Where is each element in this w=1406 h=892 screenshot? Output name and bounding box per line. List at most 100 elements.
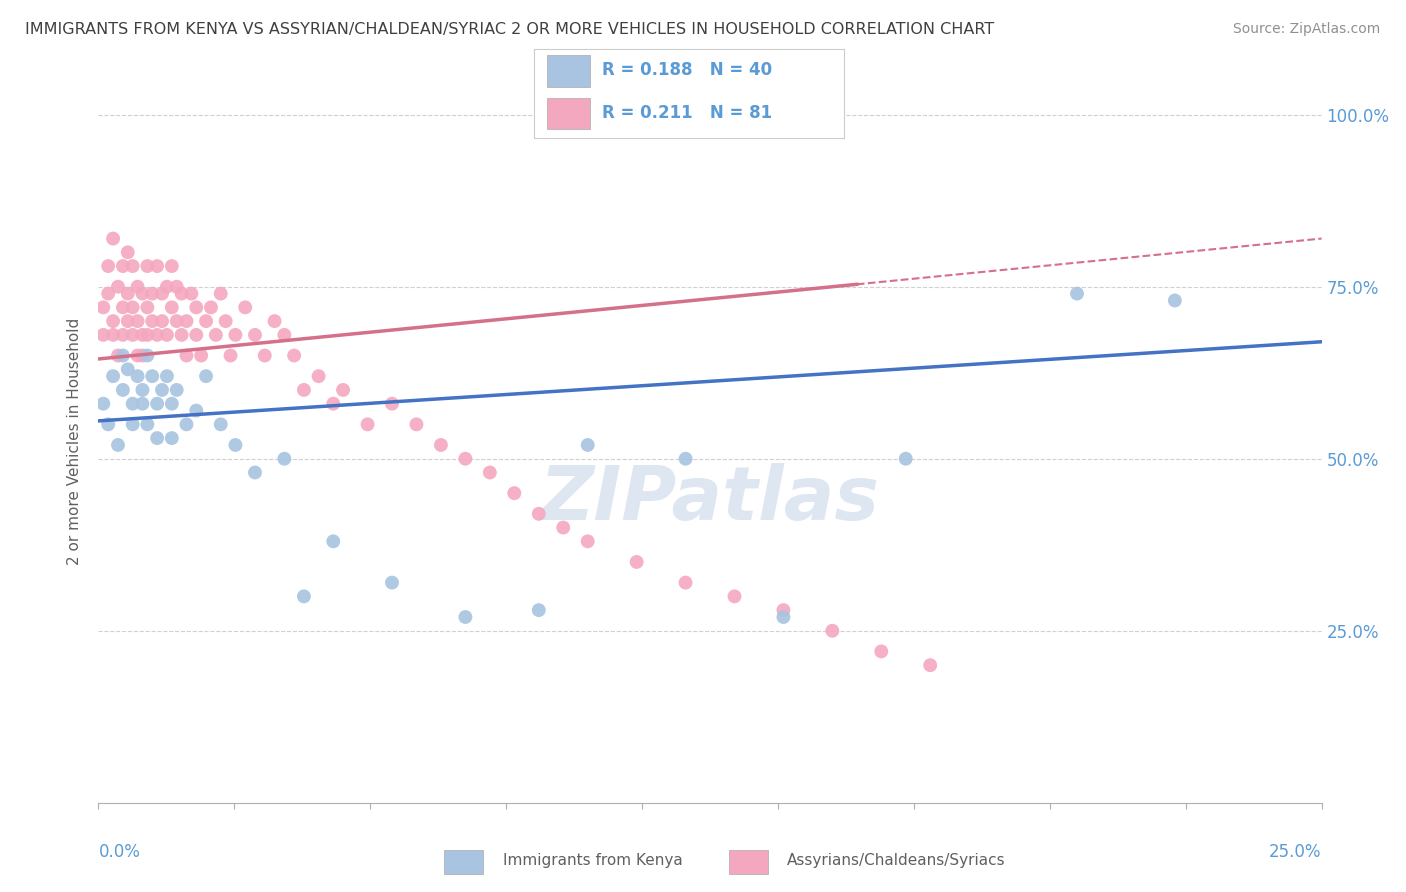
Text: R = 0.188   N = 40: R = 0.188 N = 40 — [602, 62, 772, 79]
Point — [166, 279, 188, 293]
Point — [146, 327, 169, 342]
Point — [160, 431, 183, 445]
Point — [131, 349, 153, 363]
Text: 0.0%: 0.0% — [98, 843, 141, 861]
Point — [117, 314, 139, 328]
Point — [91, 301, 114, 315]
Point — [150, 383, 173, 397]
Point — [101, 314, 124, 328]
Point — [160, 301, 183, 315]
Point — [190, 349, 212, 363]
Point — [870, 644, 893, 658]
Point — [150, 286, 173, 301]
Point — [233, 301, 256, 315]
Point — [160, 397, 183, 411]
Point — [176, 417, 198, 432]
Point — [176, 349, 198, 363]
Point — [127, 314, 149, 328]
Point — [117, 245, 139, 260]
Point — [186, 403, 208, 417]
Point — [121, 327, 143, 342]
Point — [576, 534, 599, 549]
Point — [292, 383, 315, 397]
Point — [322, 534, 344, 549]
Point — [107, 438, 129, 452]
Point — [209, 286, 232, 301]
Point — [263, 314, 285, 328]
Point — [121, 397, 143, 411]
Point — [136, 327, 159, 342]
Point — [141, 286, 163, 301]
Point — [454, 610, 477, 624]
Point — [97, 417, 120, 432]
Point — [214, 314, 236, 328]
Point — [111, 301, 134, 315]
Point — [224, 438, 246, 452]
Point — [180, 286, 202, 301]
Point — [381, 575, 404, 590]
Point — [478, 466, 501, 480]
Point — [156, 279, 179, 293]
Point — [91, 397, 114, 411]
Point — [117, 362, 139, 376]
FancyBboxPatch shape — [547, 98, 591, 129]
Point — [772, 610, 794, 624]
Point — [121, 259, 143, 273]
Text: ZIPatlas: ZIPatlas — [540, 463, 880, 536]
Text: Immigrants from Kenya: Immigrants from Kenya — [502, 854, 682, 868]
Point — [186, 327, 208, 342]
Point — [111, 383, 134, 397]
Point — [131, 327, 153, 342]
Point — [243, 466, 266, 480]
Point — [136, 301, 159, 315]
Point — [146, 431, 169, 445]
Point — [156, 369, 179, 384]
Point — [97, 259, 120, 273]
FancyBboxPatch shape — [444, 849, 484, 874]
Point — [224, 327, 246, 342]
Point — [136, 417, 159, 432]
Point — [195, 314, 218, 328]
Point — [156, 327, 179, 342]
Point — [553, 520, 575, 534]
Point — [454, 451, 477, 466]
Point — [527, 603, 550, 617]
Point — [166, 383, 188, 397]
Point — [121, 417, 143, 432]
Point — [253, 349, 276, 363]
Point — [141, 369, 163, 384]
Point — [136, 259, 159, 273]
Point — [131, 286, 153, 301]
Point — [107, 349, 129, 363]
Point — [146, 259, 169, 273]
Point — [308, 369, 330, 384]
Text: Assyrians/Chaldeans/Syriacs: Assyrians/Chaldeans/Syriacs — [787, 854, 1005, 868]
Text: 25.0%: 25.0% — [1270, 843, 1322, 861]
Text: R = 0.211   N = 81: R = 0.211 N = 81 — [602, 104, 772, 122]
Text: Source: ZipAtlas.com: Source: ZipAtlas.com — [1233, 22, 1381, 37]
Point — [176, 314, 198, 328]
Point — [381, 397, 404, 411]
Point — [117, 286, 139, 301]
Point — [91, 327, 114, 342]
Point — [723, 590, 745, 604]
Point — [430, 438, 453, 452]
Point — [576, 438, 599, 452]
Point — [160, 259, 183, 273]
Point — [332, 383, 354, 397]
Point — [675, 451, 697, 466]
Point — [131, 397, 153, 411]
Point — [626, 555, 648, 569]
Point — [111, 327, 134, 342]
FancyBboxPatch shape — [547, 55, 591, 87]
Point — [131, 383, 153, 397]
Point — [405, 417, 427, 432]
Point — [166, 314, 188, 328]
Point — [1164, 293, 1187, 308]
Point — [121, 301, 143, 315]
Point — [772, 603, 794, 617]
Point — [101, 369, 124, 384]
Point — [127, 349, 149, 363]
Point — [675, 575, 697, 590]
Y-axis label: 2 or more Vehicles in Household: 2 or more Vehicles in Household — [67, 318, 83, 566]
